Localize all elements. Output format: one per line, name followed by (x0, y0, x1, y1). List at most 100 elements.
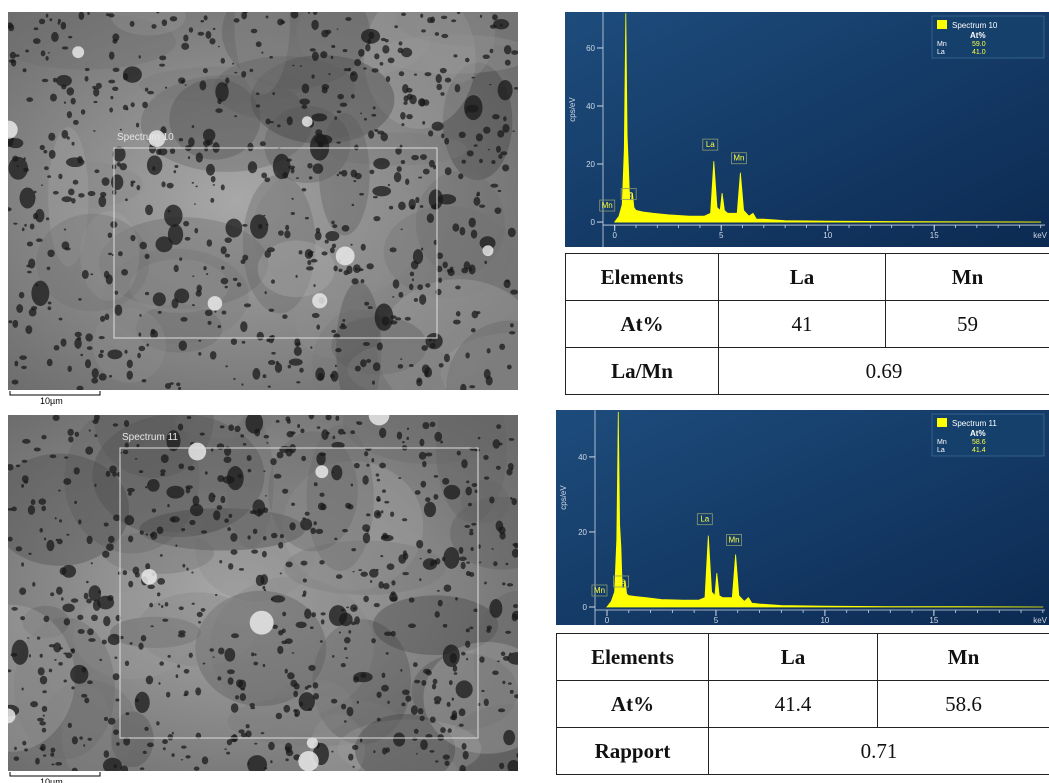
sem-pore (204, 309, 213, 317)
sem-pore (311, 19, 319, 31)
sem-pore (180, 759, 184, 761)
sem-pore (440, 727, 446, 733)
sem-pore (351, 203, 355, 207)
sem-pore (279, 572, 282, 575)
sem-pore (8, 669, 12, 673)
sem-ridge (321, 132, 467, 166)
sem-pore (308, 664, 316, 672)
sem-pore (220, 277, 229, 285)
sem-pore (464, 524, 471, 528)
sem-pore (467, 502, 472, 507)
sem-pore (503, 729, 516, 746)
sem-pore (178, 463, 185, 470)
sem-pore (127, 487, 135, 493)
sem-pore (412, 249, 424, 265)
sem-pore (129, 642, 133, 645)
sem-pore (137, 352, 141, 359)
legend-swatch (937, 418, 947, 427)
sem-pore (93, 100, 98, 104)
sem-pore (320, 612, 326, 616)
sem-pore (346, 606, 350, 609)
sem-pore (58, 317, 63, 321)
sem-pore (269, 120, 274, 124)
sem-pore (8, 320, 13, 324)
sem-pore (289, 443, 297, 454)
sem-pore (146, 742, 154, 748)
x-tick-label: 15 (930, 231, 939, 240)
sem-pore (334, 116, 338, 120)
sem-pore (200, 19, 205, 23)
sem-ridge (250, 55, 395, 144)
sem-pore (109, 107, 114, 113)
sem-pore (48, 149, 56, 159)
sem-pore (63, 228, 67, 231)
sem-pore (298, 692, 315, 712)
sem-pore (506, 364, 512, 370)
sem-pore (382, 45, 390, 54)
sem-pore (162, 747, 166, 751)
y-axis-label: cps/eV (559, 485, 568, 510)
sem-ridge (61, 685, 113, 771)
sem-ridge (257, 240, 335, 298)
legend-header: At% (970, 31, 986, 40)
sem-pore (509, 689, 514, 694)
sem-pore (112, 67, 120, 72)
sem-pore (21, 365, 27, 370)
sem-pore (149, 602, 154, 608)
sem-pore (198, 621, 202, 624)
sem-pore (33, 190, 37, 194)
sem-pore (41, 505, 46, 512)
sem-pore (67, 722, 72, 729)
sem-pore (61, 129, 69, 139)
sem-pore (150, 531, 158, 541)
annotation-box (696, 513, 713, 526)
sem-pore (102, 757, 122, 771)
sem-pore (77, 614, 84, 621)
sem-pore (167, 503, 170, 508)
sem-pore (78, 12, 85, 20)
sem-pore (313, 521, 317, 526)
sem-pore (442, 477, 450, 485)
sem-pore (124, 660, 130, 667)
sem-pore (59, 567, 67, 576)
sem-pore (421, 29, 426, 33)
sem-pore (37, 717, 44, 722)
sem-pore (136, 443, 140, 448)
sem-pore (11, 639, 29, 665)
annotation-box (730, 152, 747, 165)
region-box (113, 147, 438, 339)
legend-header: At% (970, 429, 986, 438)
sem-pore (112, 38, 118, 44)
sem-pore (341, 169, 348, 177)
sem-pore (202, 68, 208, 74)
sem-pore (308, 415, 315, 420)
sem-pore (451, 19, 457, 23)
sem-pore (422, 168, 430, 175)
sem-ridge (40, 679, 138, 771)
sem-pore (428, 189, 444, 210)
sem-pore (491, 159, 496, 165)
sem-pore (23, 167, 29, 173)
sem-pore (272, 92, 275, 96)
sem-pore (226, 751, 231, 755)
sem-pore (40, 50, 46, 57)
sem-pore (311, 51, 319, 62)
sem-pore (255, 92, 260, 96)
sem-pore (147, 90, 155, 95)
sem-pore (142, 101, 148, 109)
sem-pore (435, 288, 442, 296)
sem-pore (507, 463, 514, 470)
sem-ridge (442, 62, 513, 181)
x-axis-label: keV (1033, 231, 1047, 240)
sem-pore (87, 680, 93, 685)
sem-pore (286, 158, 292, 162)
y-tick-label: 40 (578, 453, 587, 462)
sem-pore (204, 146, 209, 152)
sem-pore (178, 77, 186, 84)
sem-pore (264, 291, 267, 295)
sem-pore (243, 303, 252, 308)
sem-pore (167, 733, 174, 741)
sem-pore (94, 169, 100, 174)
sem-pore (139, 530, 144, 535)
sem-pore (210, 448, 214, 452)
